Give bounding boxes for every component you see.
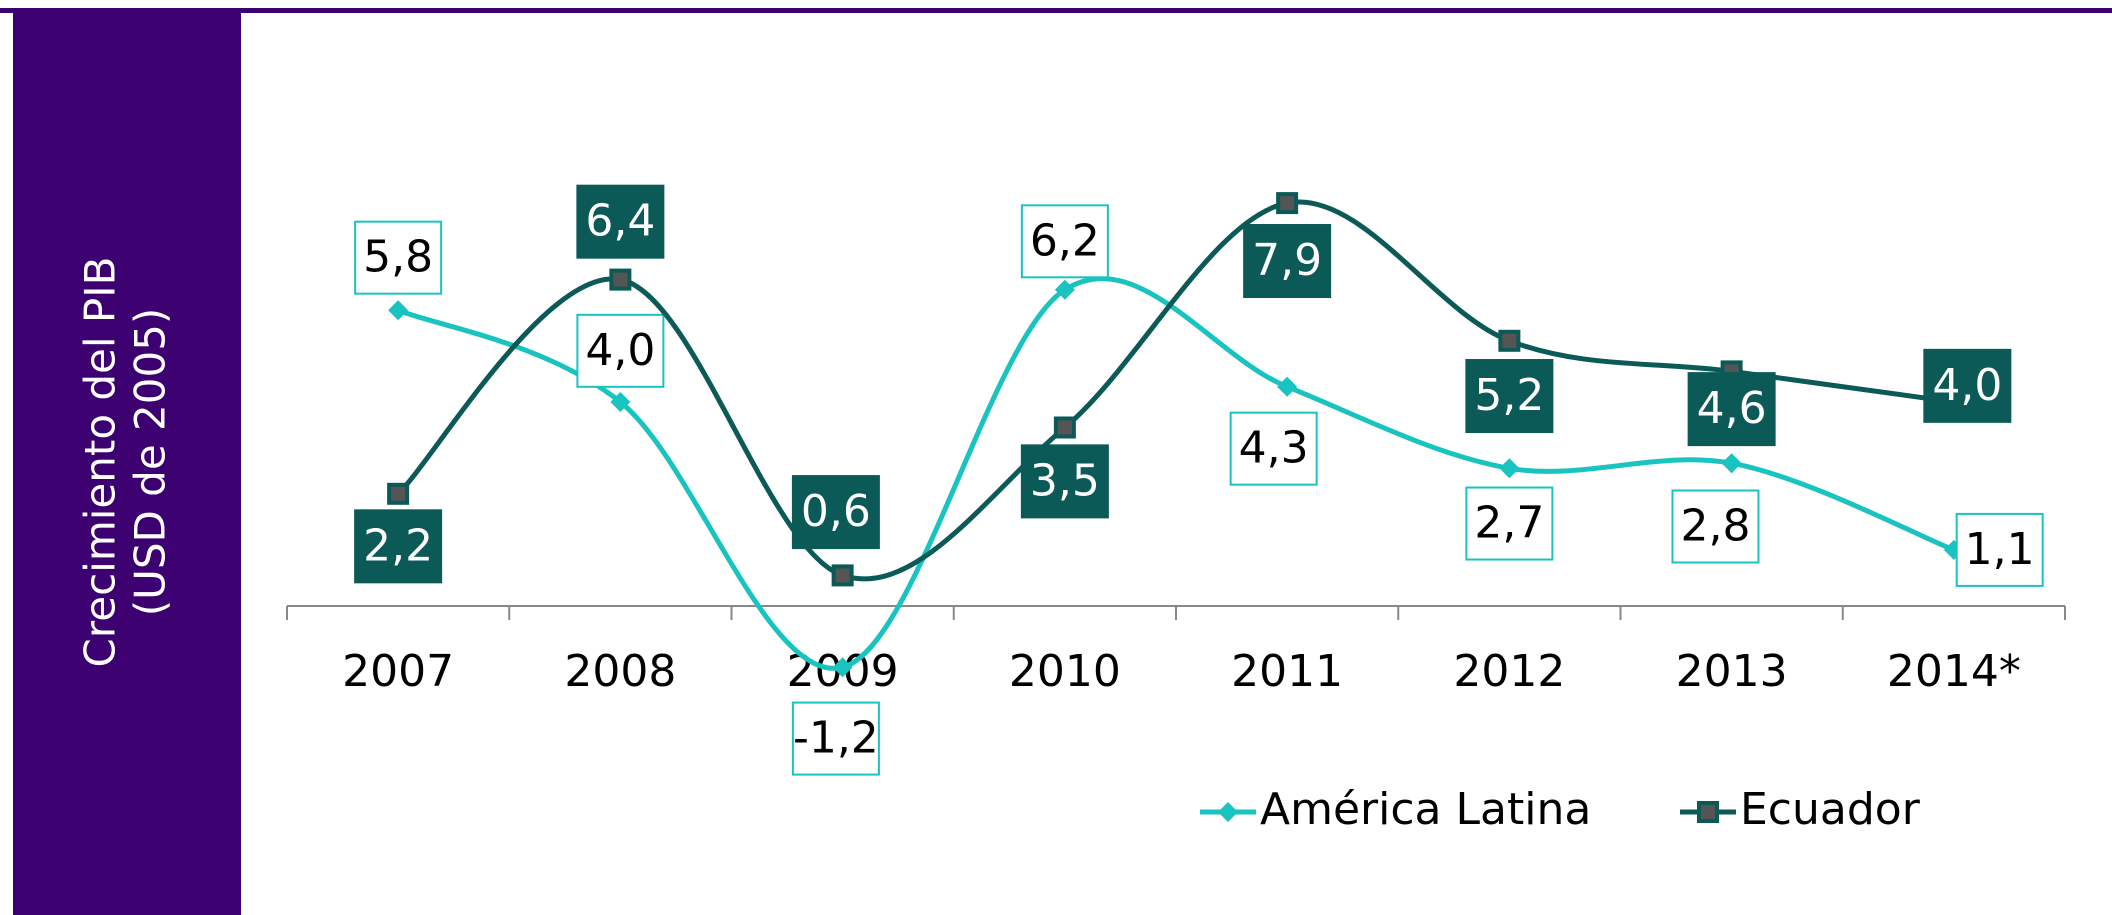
data-label: 6,2	[1030, 215, 1100, 266]
data-label-box	[354, 509, 443, 584]
data-label: -1,2	[793, 713, 879, 764]
data-label: 3,5	[1030, 455, 1100, 506]
data-label-box	[1229, 411, 1318, 486]
marker	[388, 300, 409, 321]
data-label: 6,4	[585, 196, 655, 247]
legend-label: América Latina	[1260, 784, 1591, 835]
x-tick-label: 2007	[342, 646, 454, 697]
series: 5,8 4,0 -1,2 6,2 4,3 2,7 2,8 1,1	[354, 204, 2044, 776]
x-tick-label: 2014*	[1887, 646, 2021, 697]
data-label-box	[1955, 512, 2044, 587]
data-label-box	[576, 313, 665, 388]
data-label-box	[1243, 224, 1332, 299]
marker	[832, 657, 853, 678]
data-label: 1,1	[1965, 524, 2035, 575]
marker	[1499, 458, 1520, 479]
x-tick-label: 2008	[564, 646, 676, 697]
data-label-box	[1465, 486, 1554, 561]
data-label: 4,3	[1239, 423, 1309, 474]
y-axis-title-line: (USD de 2005)	[126, 308, 175, 617]
marker	[610, 392, 631, 412]
marker	[1276, 192, 1299, 215]
data-label: 4,6	[1697, 383, 1767, 434]
series: 2,2 6,4 0,6 3,5 7,9 5,2 4,6 4,0	[354, 184, 2012, 587]
line	[397, 276, 1955, 671]
data-label-box	[791, 701, 880, 776]
top-rule	[0, 8, 2112, 13]
data-label-box	[1923, 348, 2012, 423]
marker	[1721, 453, 1742, 474]
marker	[387, 482, 410, 505]
x-tick-label: 2012	[1453, 646, 1565, 697]
marker	[609, 268, 632, 291]
marker	[1053, 416, 1076, 439]
data-label-box	[354, 220, 443, 295]
data-label: 4,0	[1932, 360, 2002, 411]
data-label-box	[1020, 204, 1109, 279]
y-axis-title-line: Crecimiento del PIB	[76, 257, 125, 668]
data-label-box	[1671, 489, 1760, 564]
data-label: 2,7	[1474, 498, 1544, 549]
data-label: 5,2	[1474, 370, 1544, 421]
marker	[1277, 376, 1298, 397]
marker	[1498, 329, 1521, 352]
data-label: 0,6	[801, 486, 871, 537]
x-tick-label: 2013	[1676, 646, 1788, 697]
data-label-box	[791, 475, 880, 550]
legend-marker	[1697, 801, 1719, 823]
data-label-box	[576, 184, 665, 259]
line	[396, 199, 1955, 582]
data-label: 7,9	[1252, 235, 1322, 286]
data-label-box	[1020, 444, 1109, 519]
data-label: 2,2	[363, 520, 433, 571]
data-label-box	[1465, 359, 1554, 434]
data-label-box	[1687, 372, 1776, 447]
y-axis-title: Crecimiento del PIB (USD de 2005)	[76, 257, 175, 668]
legend-label: Ecuador	[1740, 784, 1921, 835]
sidebar	[13, 8, 241, 915]
data-label: 5,8	[363, 232, 433, 283]
data-label: 2,8	[1680, 501, 1750, 552]
x-tick-label: 2011	[1231, 646, 1343, 697]
data-label: 4,0	[585, 325, 655, 376]
legend-marker	[1218, 802, 1238, 822]
marker	[1054, 279, 1075, 300]
marker	[831, 564, 854, 587]
x-tick-label: 2010	[1009, 646, 1121, 697]
